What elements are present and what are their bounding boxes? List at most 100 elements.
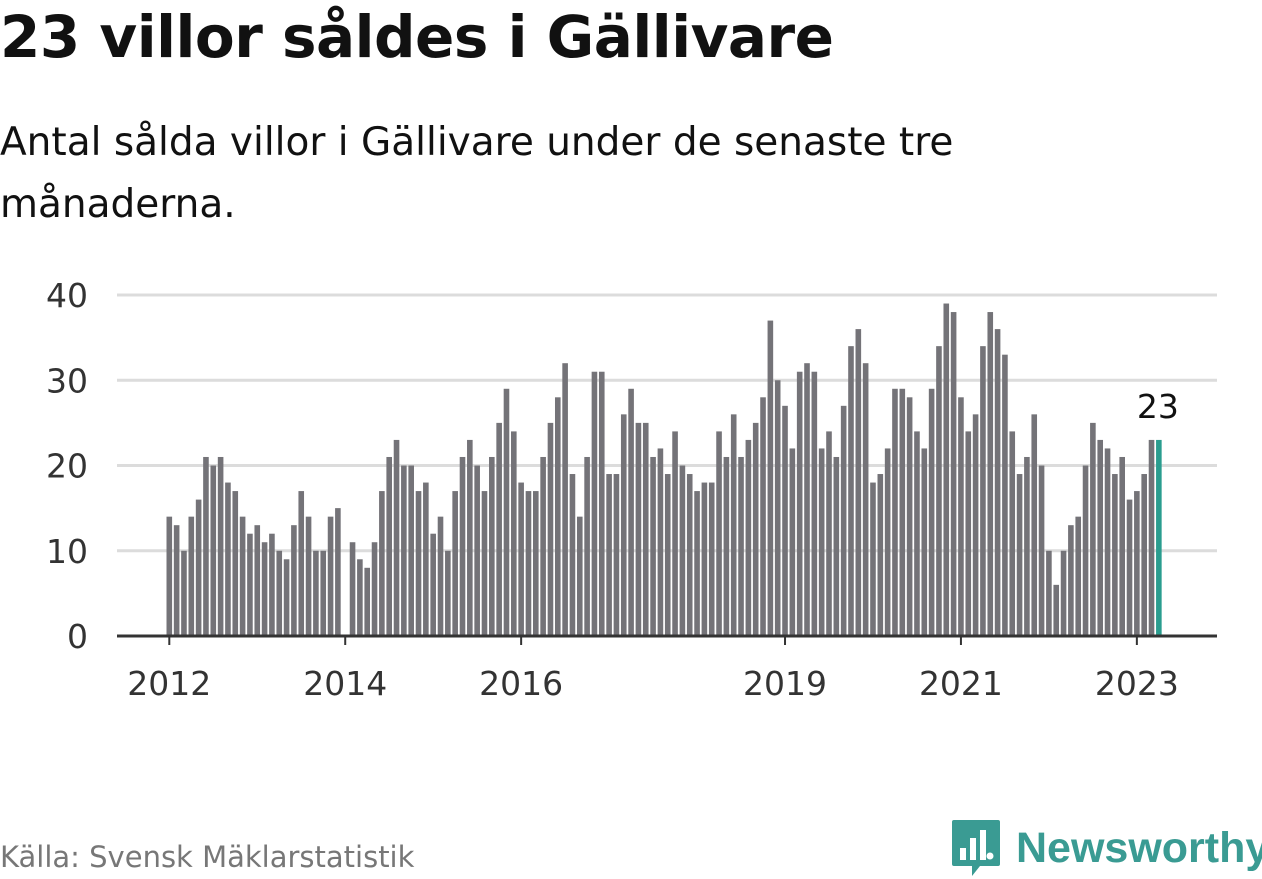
bar <box>884 448 891 636</box>
bar <box>525 491 532 636</box>
bar <box>980 346 986 636</box>
bar <box>210 465 217 636</box>
brand-logo: Newsworthy <box>950 818 1262 878</box>
y-tick-label: 0 <box>67 617 88 656</box>
y-tick-label: 10 <box>46 532 88 571</box>
bar <box>760 397 766 636</box>
bar <box>554 397 561 636</box>
bar <box>283 559 290 636</box>
x-tick-label: 2014 <box>303 664 387 703</box>
bar <box>320 550 327 636</box>
bar <box>738 456 744 636</box>
bar <box>452 491 458 636</box>
bar <box>166 516 173 636</box>
bar <box>276 550 283 636</box>
bar <box>1016 474 1023 636</box>
bar <box>349 542 356 636</box>
newsworthy-logo-icon <box>952 820 1000 876</box>
highlight-bar <box>1156 439 1162 636</box>
bar <box>291 525 297 636</box>
bar <box>261 542 268 636</box>
bar <box>811 371 818 636</box>
bar <box>921 448 928 636</box>
bar <box>730 414 737 636</box>
bar <box>606 474 612 636</box>
bar <box>1141 474 1147 636</box>
bar <box>474 465 480 636</box>
bar <box>994 329 1001 636</box>
bar <box>584 456 590 636</box>
bar <box>540 456 546 636</box>
bar <box>840 405 847 636</box>
highlight-value-label: 23 <box>1137 387 1179 426</box>
bar <box>928 388 935 636</box>
bar <box>620 414 627 636</box>
bar <box>657 448 664 636</box>
bar <box>305 516 312 636</box>
bar <box>855 329 862 636</box>
bar <box>203 456 209 636</box>
bar <box>833 456 840 636</box>
axes: 0 10 20 30 40 23 2012 2014 2016 2019 2021 2023 <box>46 276 1217 703</box>
bar <box>298 491 305 636</box>
bar <box>181 550 187 636</box>
bar <box>958 397 964 636</box>
bar <box>386 456 392 636</box>
bar <box>415 491 422 636</box>
source-note: Källa: Svensk Mäklarstatistik <box>0 840 415 874</box>
bar <box>569 474 576 636</box>
bar <box>892 388 898 636</box>
bar <box>701 482 708 636</box>
bar <box>518 482 524 636</box>
bar <box>1090 422 1096 636</box>
bar <box>694 491 700 636</box>
bar <box>804 363 810 636</box>
bar <box>679 465 686 636</box>
bar <box>965 431 972 636</box>
bar <box>774 380 781 636</box>
bar <box>598 371 605 636</box>
bar <box>1148 439 1155 636</box>
bar <box>313 550 319 636</box>
bar <box>371 542 378 636</box>
bar <box>1097 439 1104 636</box>
bar <box>195 499 202 636</box>
bar <box>591 371 598 636</box>
bar <box>1112 474 1118 636</box>
bar <box>767 320 774 636</box>
bar <box>782 405 788 636</box>
bar <box>1038 465 1045 636</box>
bar <box>1075 516 1082 636</box>
brand-name: Newsworthy <box>1016 823 1262 872</box>
bar <box>430 533 436 636</box>
bar <box>650 456 656 636</box>
bar <box>723 456 730 636</box>
bar <box>1053 584 1060 636</box>
bar <box>1134 491 1140 636</box>
bars <box>166 303 1162 636</box>
bar <box>562 363 568 636</box>
bar <box>1009 431 1016 636</box>
bar <box>716 431 722 636</box>
bar <box>818 448 825 636</box>
bar <box>423 482 429 636</box>
bar <box>987 312 994 636</box>
bar <box>239 516 246 636</box>
bar <box>1104 448 1111 636</box>
bar <box>437 516 444 636</box>
bar <box>533 491 539 636</box>
bar <box>1031 414 1038 636</box>
bar <box>752 422 759 636</box>
bar <box>1119 456 1125 636</box>
bar <box>327 516 334 636</box>
bar <box>547 422 554 636</box>
y-tick-label: 40 <box>46 276 88 315</box>
bar <box>467 439 473 636</box>
bar <box>481 491 488 636</box>
bar <box>1002 354 1008 636</box>
bar <box>401 465 407 636</box>
bar <box>635 422 642 636</box>
bar <box>899 388 906 636</box>
bar <box>936 346 942 636</box>
